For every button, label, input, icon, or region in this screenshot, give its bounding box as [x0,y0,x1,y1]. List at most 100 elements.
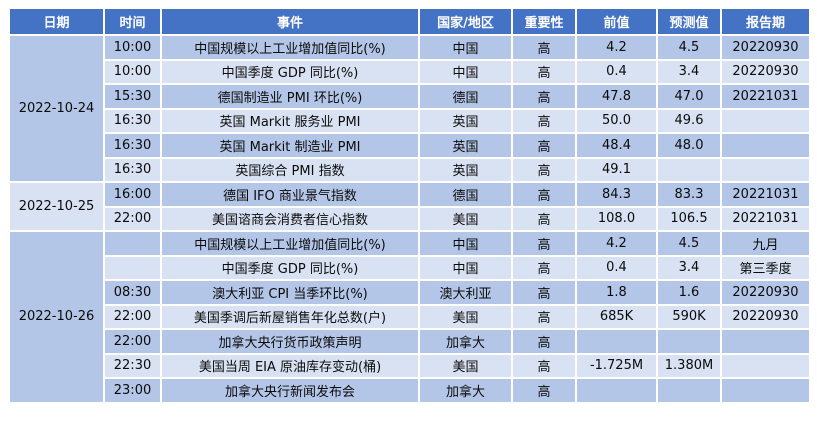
importance-cell: 高 [511,377,577,404]
table-row: 16:30 英国综合 PMI 指数 英国高 49.1 [9,156,811,183]
forecast-value-cell: 590K [656,303,722,330]
forecast-value-cell [656,156,722,183]
time-cell: 22:00 [103,205,162,232]
report-period-cell [720,352,811,379]
report-period-cell [720,132,811,159]
time-cell: 16:30 [103,107,162,134]
economic-calendar-page: 日期 时间 事件 国家/地区 重要性 前值 预测值 报告期 2022-10-24… [8,7,811,404]
report-period-cell: 第三季度 [720,254,811,281]
event-cell: 英国 Markit 制造业 PMI [160,132,420,159]
table-row: 2022-10-24 10:00 中国规模以上工业增加值同比(%) 中国高 4.2 4.5… [8,34,811,183]
time-cell: 10:00 [103,58,162,85]
report-period-cell: 20220930 [720,279,811,306]
country-cell: 澳大利亚 [418,279,513,306]
event-cell: 英国综合 PMI 指数 [160,156,420,183]
header-cell-event: 事件 [160,7,420,36]
previous-value-cell: 0.4 [575,254,658,281]
forecast-value-cell: 3.4 [656,254,722,281]
importance-cell: 高 [511,303,577,330]
event-cell: 美国季调后新屋销售年化总数(户) [160,303,420,330]
table-row: 2022-10-26 中国规模以上工业增加值同比(%) 中国高 4.2 4.5 九月 [8,230,811,404]
header-cell-time: 时间 [103,7,162,36]
header-cell-date: 日期 [8,7,105,36]
previous-value-cell: 4.2 [575,230,658,257]
time-cell: 08:30 [103,279,162,306]
report-period-cell: 20221031 [720,83,811,110]
forecast-value-cell: 49.6 [656,107,722,134]
report-period-cell [720,107,811,134]
previous-value-cell: -1.725M [575,352,658,379]
forecast-value-cell: 1.6 [656,279,722,306]
importance-cell: 高 [511,205,577,232]
importance-cell: 高 [511,107,577,134]
previous-value-cell: 4.2 [575,34,658,61]
previous-value-cell [575,328,658,355]
date-cell: 2022-10-26 [8,230,105,404]
time-cell: 16:00 [103,181,162,208]
time-cell: 22:00 [103,303,162,330]
forecast-value-cell: 4.5 [656,34,722,61]
previous-value-cell: 0.4 [575,58,658,85]
time-cell: 22:30 [103,352,162,379]
report-period-cell: 20220930 [720,303,811,330]
country-cell: 美国 [418,303,513,330]
previous-value-cell: 49.1 [575,156,658,183]
report-period-cell: 20221031 [720,181,811,208]
country-cell: 中国 [418,254,513,281]
time-cell: 22:00 [103,328,162,355]
event-cell: 澳大利亚 CPI 当季环比(%) [160,279,420,306]
header-cell-country: 国家/地区 [418,7,513,36]
report-period-cell [720,156,811,183]
forecast-value-cell [656,377,722,404]
event-cell: 加拿大央行货币政策声明 [160,328,420,355]
table-row: 10:00 中国季度 GDP 同比(%) 中国高 0.4 3.4 20220930 [9,58,811,85]
importance-cell: 高 [511,328,577,355]
report-period-cell: 20221031 [720,205,811,232]
event-cell: 加拿大央行新闻发布会 [160,377,420,404]
table-row: 22:00 美国谘商会消费者信心指数 美国高 108.0 106.5 20221031 [9,205,811,232]
country-cell: 美国 [418,205,513,232]
forecast-value-cell: 4.5 [656,230,722,257]
time-cell [103,254,162,281]
report-period-cell: 20220930 [720,34,811,61]
table-row: 15:30 德国制造业 PMI 环比(%) 德国高 47.8 47.0 20221031 [9,83,811,110]
forecast-value-cell: 1.380M [656,352,722,379]
table-row: 22:00 美国季调后新屋销售年化总数(户) 美国高 685K 590K 20220930 [9,303,811,330]
header-cell-forecast: 预测值 [656,7,722,36]
table-row: 16:30 英国 Markit 制造业 PMI 英国高 48.4 48.0 [9,132,811,159]
importance-cell: 高 [511,83,577,110]
event-cell: 中国规模以上工业增加值同比(%) [160,230,420,257]
importance-cell: 高 [511,230,577,257]
importance-cell: 高 [511,181,577,208]
time-cell: 15:30 [103,83,162,110]
country-cell: 加拿大 [418,377,513,404]
header-cell-period: 报告期 [720,7,811,36]
country-cell: 中国 [418,58,513,85]
header-row: 日期 时间 事件 国家/地区 重要性 前值 预测值 报告期 [8,7,811,36]
forecast-value-cell [656,328,722,355]
country-cell: 美国 [418,352,513,379]
forecast-value-cell: 106.5 [656,205,722,232]
table-row: 22:00 加拿大央行货币政策声明 加拿大高 [9,328,811,355]
previous-value-cell: 47.8 [575,83,658,110]
country-cell: 德国 [418,181,513,208]
event-cell: 德国制造业 PMI 环比(%) [160,83,420,110]
forecast-value-cell: 83.3 [656,181,722,208]
previous-value-cell: 48.4 [575,132,658,159]
country-cell: 英国 [418,107,513,134]
event-cell: 美国当周 EIA 原油库存变动(桶) [160,352,420,379]
time-cell: 16:30 [103,132,162,159]
country-cell: 中国 [418,34,513,61]
event-cell: 英国 Markit 服务业 PMI [160,107,420,134]
event-cell: 德国 IFO 商业景气指数 [160,181,420,208]
importance-cell: 高 [511,279,577,306]
table-row: 08:30 澳大利亚 CPI 当季环比(%) 澳大利亚高 1.8 1.6 20220930 [9,279,811,306]
forecast-value-cell: 47.0 [656,83,722,110]
report-period-cell [720,328,811,355]
date-cell: 2022-10-24 [8,34,105,183]
importance-cell: 高 [511,132,577,159]
previous-value-cell: 1.8 [575,279,658,306]
table-row: 22:30 美国当周 EIA 原油库存变动(桶) 美国高 -1.725M 1.380M [9,352,811,379]
previous-value-cell [575,377,658,404]
time-cell: 10:00 [103,34,162,61]
